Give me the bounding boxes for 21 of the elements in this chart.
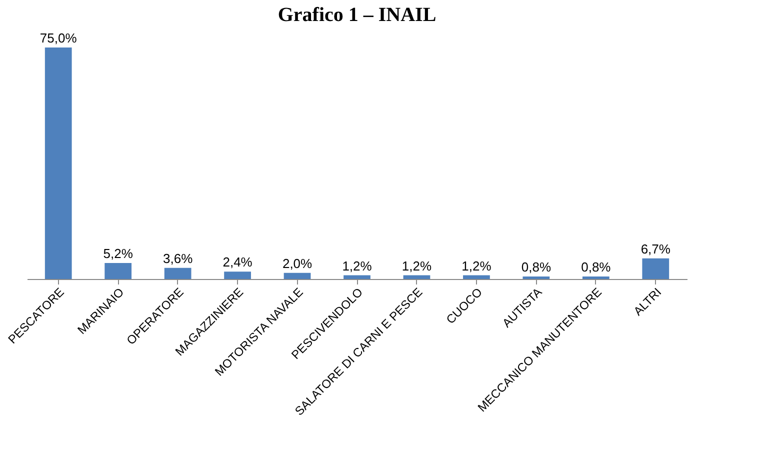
- data-label: 1,2%: [342, 258, 372, 274]
- data-label: 75,0%: [40, 30, 78, 46]
- bar: [164, 268, 192, 279]
- data-label: 1,2%: [462, 258, 492, 274]
- bar: [344, 275, 370, 279]
- bar: [463, 275, 490, 279]
- data-label: 0,8%: [581, 260, 612, 275]
- bar: [44, 48, 72, 279]
- bar: [284, 272, 311, 279]
- data-label: 1,2%: [402, 258, 432, 274]
- data-label: 0,8%: [521, 260, 552, 275]
- chart-title: Grafico 1 – INAIL: [278, 4, 436, 26]
- bar: [104, 262, 132, 279]
- bar: [642, 258, 670, 279]
- bar: [403, 275, 430, 279]
- bar: [224, 272, 251, 279]
- data-label: 3,6%: [162, 250, 194, 266]
- data-label: 5,2%: [103, 246, 134, 261]
- data-label: 2,0%: [282, 256, 313, 271]
- data-label: 2,4%: [222, 254, 253, 270]
- data-label: 6,7%: [640, 241, 671, 256]
